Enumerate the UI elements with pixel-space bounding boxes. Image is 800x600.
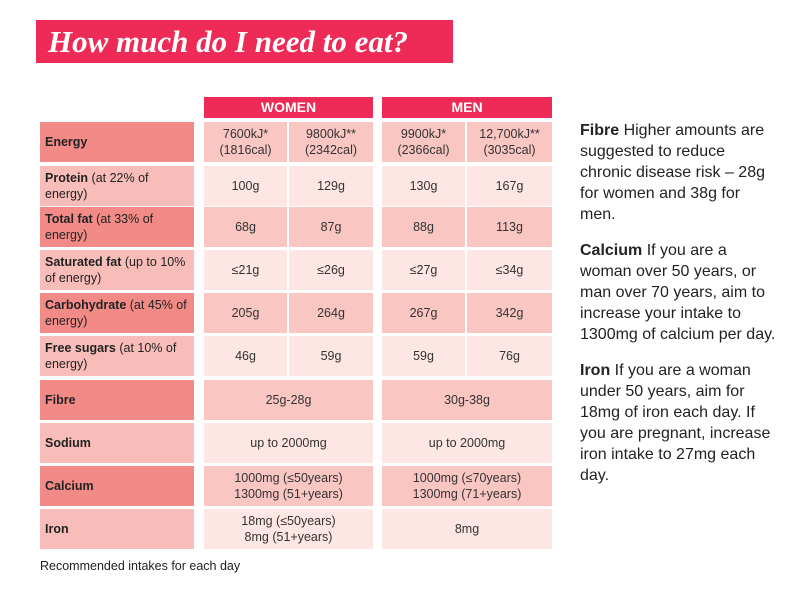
row-label-text: Fibre <box>45 392 76 408</box>
table-cell: 9900kJ* (2366cal) <box>382 122 467 162</box>
row-label: Fibre <box>40 380 194 420</box>
nutrient-name: Free sugars <box>45 341 116 355</box>
note-title: Calcium <box>580 242 643 259</box>
row-label-text: Calcium <box>45 478 94 494</box>
header-men: MEN <box>382 97 552 118</box>
row-label: Carbohydrate (at 45% of energy) <box>40 293 194 333</box>
table-cell: 113g <box>467 207 552 247</box>
table-cell: 8mg <box>382 509 552 549</box>
table-cell: 130g <box>382 166 467 206</box>
nutrient-note: (at 33% of energy) <box>45 212 154 242</box>
table-cell: 87g <box>289 207 373 247</box>
table-cell: 46g <box>204 336 289 376</box>
table-cell: 12,700kJ** (3035cal) <box>467 122 552 162</box>
row-label: Saturated fat (up to 10% of energy) <box>40 250 194 290</box>
row-label-text: Protein (at 22% of energy) <box>45 170 194 202</box>
row-label: Iron <box>40 509 194 549</box>
table-cell: 18mg (≤50years) 8mg (51+years) <box>204 509 373 549</box>
note-iron: Iron If you are a woman under 50 years, … <box>580 360 780 486</box>
table-cell: 100g <box>204 166 289 206</box>
row-label: Total fat (at 33% of energy) <box>40 207 194 247</box>
side-notes: Fibre Higher amounts are suggested to re… <box>580 120 780 501</box>
table-cell: 205g <box>204 293 289 333</box>
row-label-text: Energy <box>45 134 87 150</box>
nutrient-name: Protein <box>45 171 89 185</box>
table-cell: ≤26g <box>289 250 373 290</box>
nutrient-name: Energy <box>45 135 88 149</box>
page-title: How much do I need to eat? <box>36 20 453 63</box>
row-label: Protein (at 22% of energy) <box>40 166 194 206</box>
nutrient-note: (at 22% of energy) <box>45 171 149 201</box>
row-label: Sodium <box>40 423 194 463</box>
table-cell: 68g <box>204 207 289 247</box>
note-calcium: Calcium If you are a woman over 50 years… <box>580 240 780 345</box>
table-cell: 1000mg (≤50years) 1300mg (51+years) <box>204 466 373 506</box>
row-label: Energy <box>40 122 194 162</box>
nutrient-name: Fibre <box>45 393 76 407</box>
row-label-text: Free sugars (at 10% of energy) <box>45 340 194 372</box>
table-cell: 342g <box>467 293 552 333</box>
table-cell: 59g <box>382 336 467 376</box>
note-text: If you are a woman under 50 years, aim f… <box>580 362 771 484</box>
table-cell: ≤21g <box>204 250 289 290</box>
row-label-text: Total fat (at 33% of energy) <box>45 211 194 243</box>
table-cell: up to 2000mg <box>204 423 373 463</box>
nutrient-name: Saturated fat <box>45 255 122 269</box>
nutrient-name: Total fat <box>45 212 93 226</box>
table-cell: 7600kJ* (1816cal) <box>204 122 289 162</box>
table-cell: 25g-28g <box>204 380 373 420</box>
table-cell: 1000mg (≤70years) 1300mg (71+years) <box>382 466 552 506</box>
note-title: Iron <box>580 362 611 379</box>
row-label-text: Sodium <box>45 435 91 451</box>
header-women: WOMEN <box>204 97 373 118</box>
table-cell: 9800kJ** (2342cal) <box>289 122 373 162</box>
table-cell: 264g <box>289 293 373 333</box>
table-cell: 76g <box>467 336 552 376</box>
table-cell: ≤27g <box>382 250 467 290</box>
table-cell: 167g <box>467 166 552 206</box>
nutrient-name: Sodium <box>45 436 91 450</box>
footnote: Recommended intakes for each day <box>40 559 241 573</box>
nutrient-name: Carbohydrate <box>45 298 127 312</box>
note-title: Fibre <box>580 122 620 139</box>
note-fibre: Fibre Higher amounts are suggested to re… <box>580 120 780 225</box>
row-label: Free sugars (at 10% of energy) <box>40 336 194 376</box>
note-text: Higher amounts are suggested to reduce c… <box>580 122 765 223</box>
row-label-text: Carbohydrate (at 45% of energy) <box>45 297 194 329</box>
table-cell: 129g <box>289 166 373 206</box>
table-cell: 30g-38g <box>382 380 552 420</box>
row-label-text: Iron <box>45 521 69 537</box>
row-label-text: Saturated fat (up to 10% of energy) <box>45 254 194 286</box>
table-cell: up to 2000mg <box>382 423 552 463</box>
nutrient-name: Calcium <box>45 479 94 493</box>
table-cell: 59g <box>289 336 373 376</box>
nutrient-name: Iron <box>45 522 69 536</box>
table-cell: ≤34g <box>467 250 552 290</box>
nutrient-note: (at 10% of energy) <box>45 341 177 371</box>
table-cell: 88g <box>382 207 467 247</box>
note-text: If you are a woman over 50 years, or man… <box>580 242 776 343</box>
table-cell: 267g <box>382 293 467 333</box>
nutrient-note: (at 45% of energy) <box>45 298 187 328</box>
nutrient-note: (up to 10% of energy) <box>45 255 186 285</box>
row-label: Calcium <box>40 466 194 506</box>
